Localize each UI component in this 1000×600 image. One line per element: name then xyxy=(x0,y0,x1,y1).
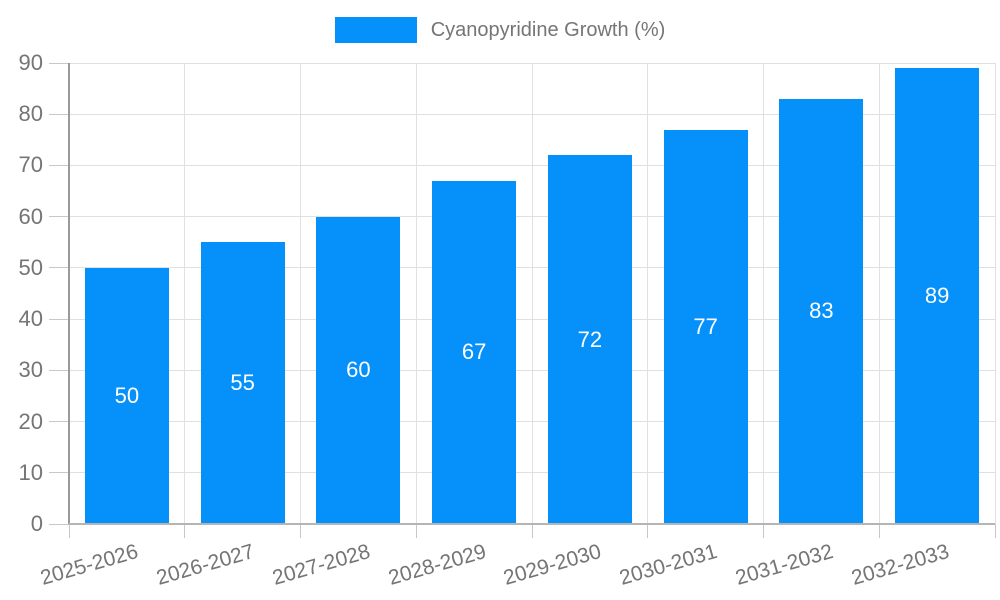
y-tick-label: 90 xyxy=(18,50,43,75)
y-axis-tick xyxy=(49,62,69,64)
bar[interactable] xyxy=(316,216,401,524)
x-tick-label: 2030-2031 xyxy=(617,540,720,590)
x-axis-tick xyxy=(68,524,70,538)
v-gridline xyxy=(415,63,417,524)
bar[interactable] xyxy=(895,68,980,524)
y-axis-tick xyxy=(49,318,69,320)
x-tick-label: 2031-2032 xyxy=(732,540,836,590)
bar[interactable] xyxy=(547,155,632,524)
y-axis-tick xyxy=(49,267,69,269)
y-tick-label: 50 xyxy=(18,254,43,280)
bar-value-label: 83 xyxy=(809,298,834,324)
plot-area: 0 10 20 30 40 50 60 70 80 90 50 2025-2026 55 2026-202… xyxy=(19,50,996,590)
y-tick-label: 80 xyxy=(18,101,43,127)
y-axis-tick xyxy=(49,369,69,371)
v-gridline xyxy=(300,63,301,524)
y-axis-tick xyxy=(49,216,69,218)
bar[interactable] xyxy=(84,267,169,524)
y-tick-label: 40 xyxy=(18,306,43,332)
legend-item[interactable]: Cyanopyridine Growth (%) xyxy=(334,17,666,43)
y-axis-tick xyxy=(49,421,69,423)
legend-swatch-icon xyxy=(334,17,417,43)
y-tick-label: 70 xyxy=(18,152,43,178)
x-axis-tick xyxy=(415,524,417,538)
x-tick-label: 2029-2030 xyxy=(501,540,605,590)
x-tick-label: 2026-2027 xyxy=(154,540,257,590)
y-axis-tick xyxy=(49,523,69,525)
x-tick-label: 2028-2029 xyxy=(385,540,489,590)
y-tick-label: 60 xyxy=(18,203,43,229)
v-gridline xyxy=(647,63,649,524)
bar-value-label: 89 xyxy=(924,283,950,309)
bar-value-label: 60 xyxy=(346,357,371,383)
x-axis-tick xyxy=(531,524,533,538)
v-gridline xyxy=(531,63,533,524)
bar-value-label: 67 xyxy=(461,339,487,365)
bar[interactable] xyxy=(432,180,517,524)
x-axis-tick xyxy=(878,524,880,538)
legend: Cyanopyridine Growth (%) xyxy=(0,17,1000,43)
y-tick-label: 30 xyxy=(18,357,43,383)
y-tick-label: 20 xyxy=(18,408,43,434)
bar-value-label: 77 xyxy=(693,313,718,339)
y-tick-label: 0 xyxy=(30,511,43,536)
bar-value-label: 50 xyxy=(114,382,140,408)
x-tick-label: 2025-2026 xyxy=(38,540,142,590)
x-tick-label: 2027-2028 xyxy=(269,540,373,590)
x-axis-tick xyxy=(994,524,996,538)
x-axis-tick xyxy=(300,524,301,538)
bar[interactable] xyxy=(779,98,864,524)
y-axis-line xyxy=(68,63,70,524)
y-axis-tick xyxy=(49,113,69,115)
bar[interactable] xyxy=(200,242,285,524)
x-tick-label: 2032-2033 xyxy=(848,540,952,590)
bar-value-label: 55 xyxy=(230,370,255,396)
legend-label: Cyanopyridine Growth (%) xyxy=(430,18,666,41)
y-axis-tick xyxy=(49,164,69,166)
v-gridline xyxy=(878,63,880,524)
x-axis-tick xyxy=(647,524,649,538)
bar[interactable] xyxy=(663,129,748,524)
x-axis-tick xyxy=(184,524,186,538)
y-tick-label: 10 xyxy=(18,459,43,485)
v-gridline xyxy=(184,63,186,524)
x-axis-tick xyxy=(763,524,764,538)
v-gridline xyxy=(763,63,764,524)
v-gridline xyxy=(994,63,996,524)
bar-value-label: 72 xyxy=(577,326,603,352)
y-axis-tick xyxy=(49,472,69,474)
x-axis-line xyxy=(69,523,995,525)
